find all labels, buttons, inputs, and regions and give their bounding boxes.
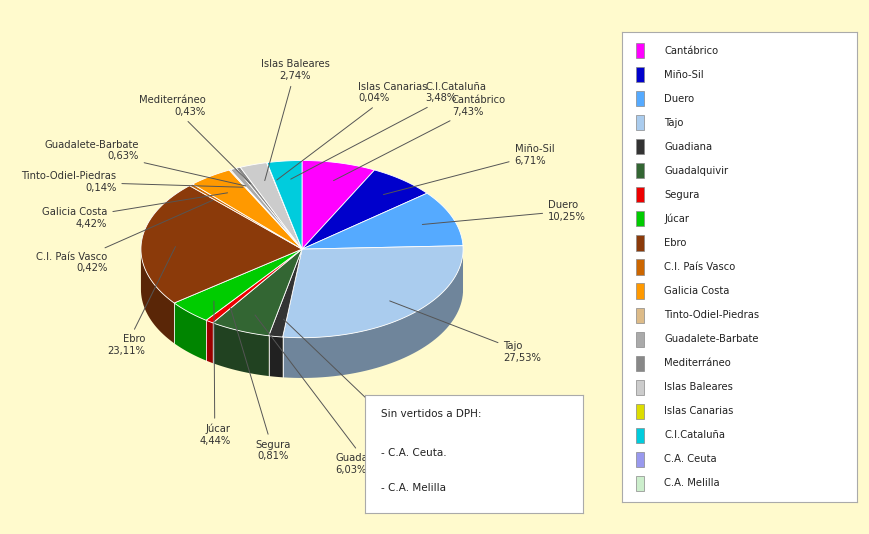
Text: Sin vertidos a DPH:: Sin vertidos a DPH: xyxy=(381,409,481,419)
Polygon shape xyxy=(230,168,302,249)
Text: Guadalquivir: Guadalquivir xyxy=(664,166,727,176)
Text: Cantábrico: Cantábrico xyxy=(664,46,718,56)
Text: Mediterráneo
0,43%: Mediterráneo 0,43% xyxy=(139,95,250,184)
Text: Duero: Duero xyxy=(664,94,693,104)
Polygon shape xyxy=(174,303,206,360)
FancyBboxPatch shape xyxy=(635,284,643,299)
FancyBboxPatch shape xyxy=(635,260,643,274)
Text: C.I.Cataluña: C.I.Cataluña xyxy=(664,430,725,440)
FancyBboxPatch shape xyxy=(635,115,643,130)
Text: Mediterráneo: Mediterráneo xyxy=(664,358,730,368)
FancyBboxPatch shape xyxy=(635,356,643,371)
Polygon shape xyxy=(213,249,302,336)
Polygon shape xyxy=(282,252,462,378)
Polygon shape xyxy=(302,161,374,249)
Text: Guadalquivir
6,03%: Guadalquivir 6,03% xyxy=(255,315,399,475)
Text: Cantábrico
7,43%: Cantábrico 7,43% xyxy=(333,95,506,180)
Text: Ebro
23,11%: Ebro 23,11% xyxy=(108,247,176,356)
Polygon shape xyxy=(282,246,462,337)
Polygon shape xyxy=(189,184,302,249)
Text: Miño-Sil: Miño-Sil xyxy=(664,70,703,80)
Text: Islas Baleares
2,74%: Islas Baleares 2,74% xyxy=(261,59,329,180)
FancyBboxPatch shape xyxy=(635,476,643,491)
Text: Júcar
4,44%: Júcar 4,44% xyxy=(199,301,230,446)
FancyBboxPatch shape xyxy=(635,43,643,58)
Text: Júcar: Júcar xyxy=(664,214,688,224)
Polygon shape xyxy=(236,167,302,249)
Polygon shape xyxy=(269,336,282,378)
Text: Tinto-Odiel-Piedras: Tinto-Odiel-Piedras xyxy=(664,310,759,320)
FancyBboxPatch shape xyxy=(635,404,643,419)
FancyBboxPatch shape xyxy=(635,163,643,178)
FancyBboxPatch shape xyxy=(635,428,643,443)
Polygon shape xyxy=(229,170,302,249)
FancyBboxPatch shape xyxy=(635,308,643,323)
FancyBboxPatch shape xyxy=(635,187,643,202)
FancyBboxPatch shape xyxy=(635,452,643,467)
FancyBboxPatch shape xyxy=(635,139,643,154)
FancyBboxPatch shape xyxy=(635,67,643,82)
Polygon shape xyxy=(267,161,302,249)
FancyBboxPatch shape xyxy=(635,91,643,106)
Text: Tajo: Tajo xyxy=(664,118,683,128)
FancyBboxPatch shape xyxy=(635,332,643,347)
Text: Islas Canarias: Islas Canarias xyxy=(664,406,733,416)
FancyBboxPatch shape xyxy=(635,211,643,226)
Text: Ebro: Ebro xyxy=(664,238,686,248)
Polygon shape xyxy=(269,249,302,337)
Polygon shape xyxy=(206,249,302,323)
Polygon shape xyxy=(206,320,213,363)
Text: C.I.Cataluña
3,48%: C.I.Cataluña 3,48% xyxy=(290,82,486,179)
Text: Duero
10,25%: Duero 10,25% xyxy=(421,200,586,224)
Polygon shape xyxy=(267,163,302,249)
Text: C.A. Ceuta: C.A. Ceuta xyxy=(664,454,716,464)
Text: Galicia Costa
4,42%: Galicia Costa 4,42% xyxy=(42,193,228,229)
Polygon shape xyxy=(240,163,302,249)
Polygon shape xyxy=(213,323,269,376)
Text: - C.A. Ceuta.: - C.A. Ceuta. xyxy=(381,448,446,458)
Text: Islas Canarias
0,04%: Islas Canarias 0,04% xyxy=(276,82,427,180)
Text: Guadalete-Barbate
0,63%: Guadalete-Barbate 0,63% xyxy=(44,140,246,186)
FancyBboxPatch shape xyxy=(635,380,643,395)
Polygon shape xyxy=(302,170,427,249)
Text: Guadiana: Guadiana xyxy=(664,142,712,152)
Polygon shape xyxy=(141,249,174,343)
Text: Guadiana
1,40%: Guadiana 1,40% xyxy=(283,319,428,445)
Text: Guadalete-Barbate: Guadalete-Barbate xyxy=(664,334,758,344)
Text: C.I. País Vasco: C.I. País Vasco xyxy=(664,262,734,272)
Text: Miño-Sil
6,71%: Miño-Sil 6,71% xyxy=(383,144,554,194)
Text: Galicia Costa: Galicia Costa xyxy=(664,286,729,296)
Polygon shape xyxy=(192,170,302,249)
FancyBboxPatch shape xyxy=(635,235,643,250)
Text: Tinto-Odiel-Piedras
0,14%: Tinto-Odiel-Piedras 0,14% xyxy=(21,171,242,193)
Polygon shape xyxy=(174,249,302,320)
Text: Tajo
27,53%: Tajo 27,53% xyxy=(389,301,541,363)
Text: Islas Baleares: Islas Baleares xyxy=(664,382,733,392)
Text: - C.A. Melilla: - C.A. Melilla xyxy=(381,483,445,493)
Text: Segura: Segura xyxy=(664,190,699,200)
Polygon shape xyxy=(302,193,462,249)
Polygon shape xyxy=(141,186,302,303)
Text: C.A. Melilla: C.A. Melilla xyxy=(664,478,720,488)
Text: C.I. País Vasco
0,42%: C.I. País Vasco 0,42% xyxy=(36,200,213,273)
Text: Segura
0,81%: Segura 0,81% xyxy=(230,308,290,461)
